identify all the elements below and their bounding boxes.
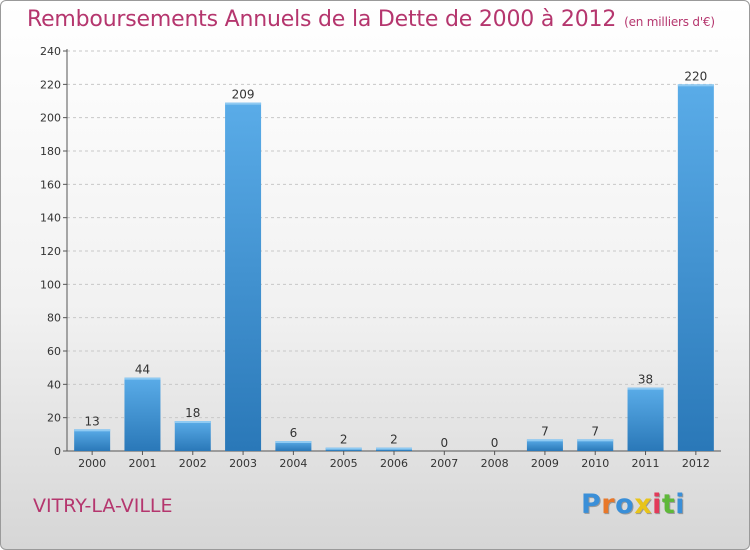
value-label-2001: 44 bbox=[135, 363, 150, 377]
bars bbox=[74, 84, 714, 452]
city-name: VITRY-LA-VILLE bbox=[33, 495, 173, 517]
bar-2010 bbox=[577, 439, 614, 451]
bar-2002 bbox=[174, 421, 211, 451]
bar-highlight-2001 bbox=[124, 377, 161, 380]
y-tick-label: 80 bbox=[47, 312, 61, 325]
bar-highlight-2012 bbox=[677, 84, 714, 87]
y-tick-label: 60 bbox=[47, 345, 61, 358]
x-tick-label-2005: 2005 bbox=[330, 457, 358, 470]
y-tick-label: 100 bbox=[40, 278, 61, 291]
value-label-2003: 209 bbox=[232, 88, 255, 102]
logo-letter: i bbox=[675, 489, 686, 520]
bar-highlight-2009 bbox=[526, 439, 563, 442]
bar-2011 bbox=[627, 387, 664, 451]
logo-letter: t bbox=[661, 489, 676, 520]
bar-2001 bbox=[124, 377, 161, 451]
x-tick-label-2000: 2000 bbox=[78, 457, 106, 470]
x-tick-label-2009: 2009 bbox=[531, 457, 559, 470]
grid-lines bbox=[67, 50, 721, 419]
value-label-2006: 2 bbox=[390, 433, 398, 447]
bar-highlight-2005 bbox=[325, 447, 362, 450]
logo-letter: P bbox=[581, 489, 602, 520]
value-label-2010: 7 bbox=[591, 424, 599, 438]
x-tick-label-2010: 2010 bbox=[581, 457, 609, 470]
proxiti-logo[interactable]: Proxiti bbox=[581, 489, 685, 520]
y-tick-label: 140 bbox=[40, 212, 61, 225]
chart-subtitle: (en milliers d'€) bbox=[624, 15, 715, 29]
value-label-2011: 38 bbox=[638, 373, 653, 387]
x-tick-label-2007: 2007 bbox=[430, 457, 458, 470]
y-tick-label: 220 bbox=[40, 78, 61, 91]
y-tick-label: 120 bbox=[40, 245, 61, 258]
logo-letter: i bbox=[652, 489, 662, 520]
bar-2004 bbox=[275, 441, 312, 451]
x-tick-label-2012: 2012 bbox=[682, 457, 710, 470]
x-tick-label-2003: 2003 bbox=[229, 457, 257, 470]
y-tick-label: 240 bbox=[40, 45, 61, 58]
x-tick-label-2008: 2008 bbox=[481, 457, 509, 470]
bar-highlight-2010 bbox=[577, 439, 614, 442]
value-label-2002: 18 bbox=[185, 406, 200, 420]
bar-highlight-2003 bbox=[225, 102, 262, 105]
value-label-2004: 6 bbox=[290, 426, 298, 440]
value-label-2012: 220 bbox=[684, 69, 707, 83]
logo-letter: x bbox=[634, 489, 653, 520]
y-tick-label: 160 bbox=[40, 178, 61, 191]
x-tick-label-2004: 2004 bbox=[279, 457, 307, 470]
value-label-2005: 2 bbox=[340, 433, 348, 447]
bar-2009 bbox=[526, 439, 563, 451]
x-tick-label-2011: 2011 bbox=[632, 457, 660, 470]
y-tick-label: 200 bbox=[40, 112, 61, 125]
x-tick-label-2002: 2002 bbox=[179, 457, 207, 470]
chart-title-text: Remboursements Annuels de la Dette de 20… bbox=[27, 7, 617, 32]
value-label-2009: 7 bbox=[541, 424, 549, 438]
x-tick-label-2006: 2006 bbox=[380, 457, 408, 470]
bar-highlight-2000 bbox=[74, 429, 111, 432]
bar-highlight-2011 bbox=[627, 387, 664, 390]
y-tick-label: 40 bbox=[47, 378, 61, 391]
value-label-2008: 0 bbox=[491, 436, 499, 450]
chart-title: Remboursements Annuels de la Dette de 20… bbox=[27, 7, 715, 32]
y-tick-label: 20 bbox=[47, 412, 61, 425]
x-tick-label-2001: 2001 bbox=[128, 457, 156, 470]
logo-letter: o bbox=[615, 489, 635, 520]
bar-highlight-2006 bbox=[376, 447, 412, 450]
value-label-2007: 0 bbox=[440, 436, 448, 450]
bar-2000 bbox=[74, 429, 111, 451]
y-tick-label: 180 bbox=[40, 145, 61, 158]
logo-letter: r bbox=[601, 489, 616, 520]
value-label-2000: 13 bbox=[85, 414, 100, 428]
bar-highlight-2004 bbox=[275, 441, 312, 443]
y-tick-label: 0 bbox=[54, 445, 61, 458]
bar-2012 bbox=[677, 84, 714, 451]
bar-2003 bbox=[225, 102, 262, 452]
bar-highlight-2002 bbox=[174, 421, 211, 423]
